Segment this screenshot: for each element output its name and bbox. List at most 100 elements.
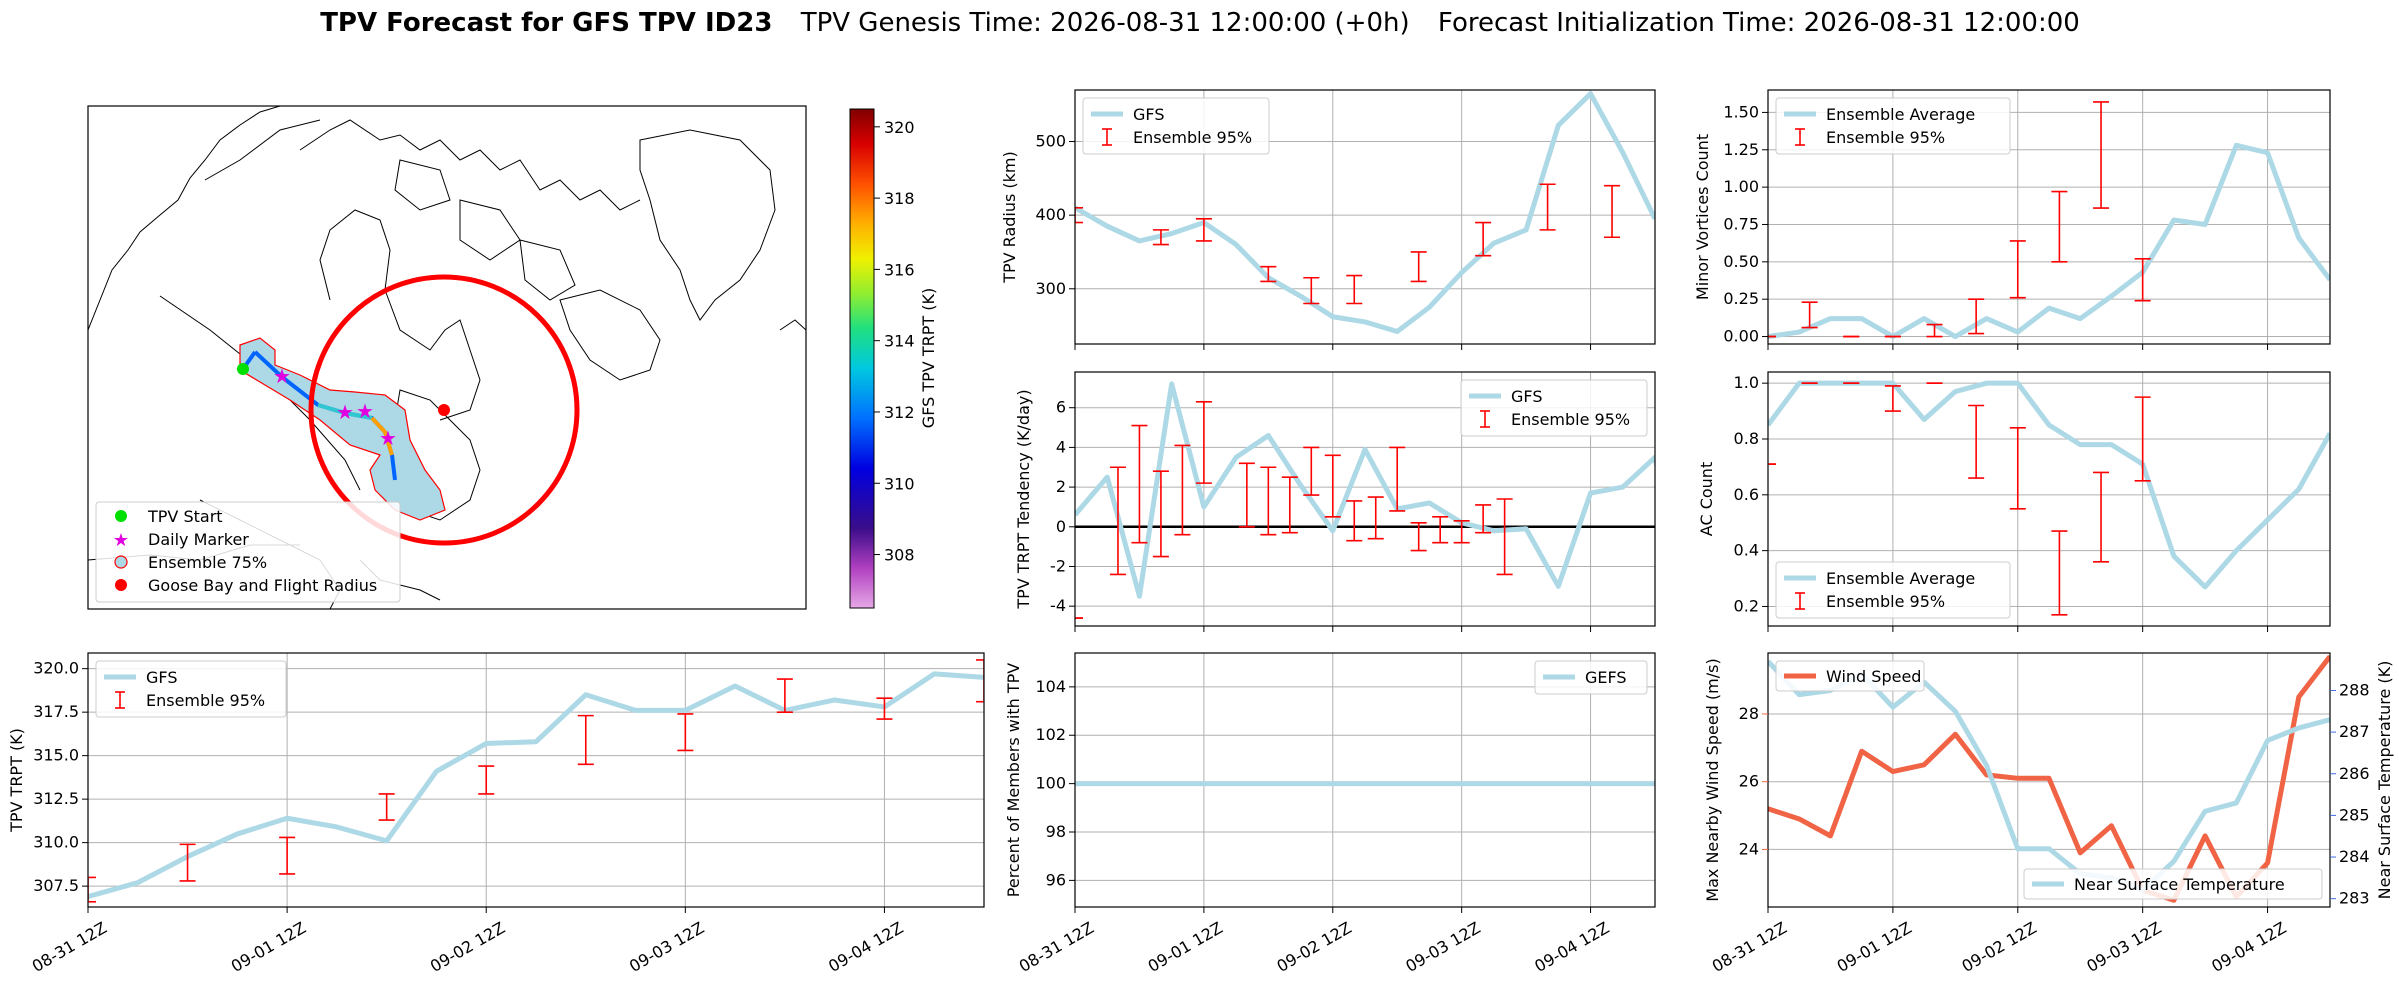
y-tick-label: 0 (1056, 517, 1066, 536)
ensemble-errorbar (378, 793, 395, 821)
svg-text:★: ★ (336, 400, 354, 424)
legend-box (1534, 660, 1648, 695)
ensemble-errorbar (1432, 516, 1449, 544)
y-tick-label: 307.5 (33, 876, 79, 895)
y-tick-label: 0.4 (1734, 541, 1759, 560)
legend-temp: Near Surface Temperature (2023, 868, 2323, 900)
island-1 (394, 159, 451, 211)
axes-frame (1767, 371, 2331, 627)
legend: Ensemble Average Ensemble 95% (1775, 97, 2011, 155)
y-tick-label: 104 (1035, 677, 1066, 696)
ensemble-errorbar (577, 714, 594, 766)
flight-radius-circle (308, 274, 580, 546)
ensemble-errorbar (1195, 218, 1212, 242)
legend-label: Ensemble Average (1826, 105, 1975, 124)
ensemble-errorbar (1238, 462, 1255, 528)
y-axis-label: Minor Vortices Count (1693, 134, 1712, 300)
ensemble-errorbar (1884, 385, 1901, 412)
colorbar-tick-label: 310 (884, 474, 915, 493)
legend-box (1460, 379, 1648, 437)
title-init: Forecast Initialization Time: 2026-08-31… (1438, 8, 2080, 38)
series-line-gfs (1075, 91, 1655, 334)
y-tick-label: 315.0 (33, 746, 79, 765)
svg-text:★: ★ (379, 426, 397, 450)
tendency-panel: -4 -2 0 2 4 6 TPV TRPT Tendency (K/day) GFS Ense… (1014, 371, 1656, 632)
colorbar: 308 310 312 314 316 318 320 GFS TPV TRPT (K) (849, 108, 938, 609)
legend-wind: Wind Speed (1775, 660, 1925, 692)
y-tick-label: 0.25 (1723, 289, 1759, 308)
y-tick-label: 0.00 (1723, 327, 1759, 346)
legend: GFS Ensemble 95% (1082, 97, 1270, 155)
ensemble-errorbar (2134, 396, 2151, 482)
ensemble-errorbar (1303, 276, 1320, 305)
ensemble-errorbar (1604, 184, 1621, 239)
ensemble-errorbar (2134, 258, 2151, 302)
legend-label: Ensemble 95% (1826, 128, 1945, 147)
ensemble-errorbar (1539, 183, 1556, 231)
ensemble-errorbar (1324, 454, 1341, 518)
y-tick-label: 0.75 (1723, 214, 1759, 233)
plot-area (1768, 101, 2330, 340)
y-tick-label: -4 (1050, 596, 1066, 615)
map-legend: TPV Start ★ Daily Marker Ensemble 75% Go… (95, 501, 401, 603)
axes-frame (1074, 89, 1656, 345)
colorbar-tick-label: 318 (884, 189, 915, 208)
island-2 (459, 199, 521, 261)
y-axis-label: TPV TRPT (K) (7, 728, 26, 833)
ensemble-errorbar (1367, 496, 1384, 540)
ensemble-errorbar (1131, 424, 1148, 544)
y-tick-label: 1.25 (1723, 140, 1759, 159)
boundary-north (204, 119, 321, 181)
y2-tick-label: 285 (2339, 805, 2370, 824)
y-tick-label: 1.0 (1734, 373, 1759, 392)
ensemble-errorbar (179, 843, 196, 882)
y-axis-label: AC Count (1697, 462, 1716, 536)
ensemble-errorbar (2009, 427, 2026, 510)
y-tick-label: 28 (1739, 704, 1759, 723)
ensemble-errorbar (1346, 500, 1363, 542)
ensemble-errorbar (677, 713, 694, 752)
y-tick-label: 26 (1739, 772, 1759, 791)
ensemble-errorbar (1410, 251, 1427, 283)
legend-box (1775, 97, 2011, 155)
y-tick-label: 102 (1035, 725, 1066, 744)
colorbar-label: GFS TPV TRPT (K) (919, 288, 938, 428)
y-tick-label: 4 (1056, 437, 1066, 456)
y-axis-label: TPV Radius (km) (1000, 151, 1019, 284)
map-legend-goose: Goose Bay and Flight Radius (148, 576, 377, 595)
legend-label: GFS (1133, 105, 1164, 124)
legend-label: Near Surface Temperature (2074, 875, 2285, 894)
daily-markers: ★ ★ ★ ★ (273, 364, 397, 450)
iceland (779, 319, 806, 331)
ensemble-errorbar (2009, 240, 2026, 299)
y-tick-label: 1.00 (1723, 177, 1759, 196)
ensemble-errorbar (1453, 520, 1470, 544)
legend-box (2023, 868, 2323, 900)
legend: GFS Ensemble 95% (1460, 379, 1648, 437)
ensemble-errorbar (2051, 190, 2068, 263)
y-tick-label: 98 (1046, 822, 1066, 841)
map-legend-daily: Daily Marker (148, 530, 249, 549)
figure-title: TPV Forecast for GFS TPV ID23 TPV Genesi… (320, 8, 2080, 38)
series-line-gfs (88, 671, 984, 899)
legend-label: Ensemble 95% (1511, 410, 1630, 429)
y-tick-label: 300 (1035, 279, 1066, 298)
legend: GEFS (1534, 660, 1648, 695)
y2-tick-label: 288 (2339, 680, 2370, 699)
series-line-ensemble-average (1768, 142, 2330, 340)
ensemble-errorbar (279, 836, 296, 875)
colorbar-tick-label: 314 (884, 332, 915, 351)
y-tick-label: 310.0 (33, 833, 79, 852)
ensemble-errorbar (1152, 229, 1169, 246)
legend-label: GFS (146, 668, 177, 687)
legend-label: Ensemble 95% (1133, 128, 1252, 147)
ensemble-errorbar (1303, 446, 1320, 496)
y-tick-label: 0.50 (1723, 252, 1759, 271)
plot-area (1075, 91, 1655, 334)
series-line-gfs (1075, 381, 1655, 599)
y2-tick-label: 283 (2339, 889, 2370, 908)
y-tick-label: 1.50 (1723, 102, 1759, 121)
baffin (559, 289, 661, 381)
ensemble-errorbar (1410, 522, 1427, 552)
